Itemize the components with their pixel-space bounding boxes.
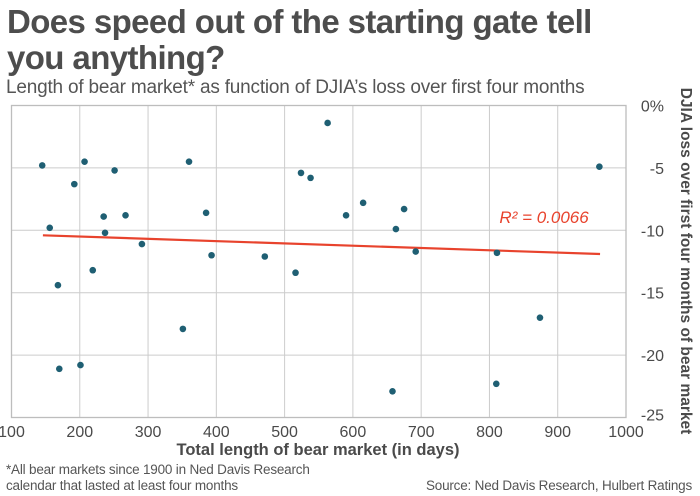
data-point [400, 205, 408, 213]
x-tick-label: 600 [340, 424, 367, 441]
data-point [55, 365, 63, 373]
data-point [536, 314, 544, 321]
y-axis-label: DJIA loss over first four months of bear… [677, 88, 694, 435]
data-point [138, 240, 146, 248]
x-tick-label: 700 [408, 424, 435, 441]
data-point [297, 169, 305, 177]
x-tick-label: 200 [66, 424, 93, 441]
data-point [359, 199, 367, 207]
data-point [412, 248, 420, 255]
y-tick-label: 0% [641, 99, 664, 116]
data-points [38, 119, 603, 395]
data-point [71, 180, 78, 188]
x-tick-label: 100 [0, 424, 25, 441]
source-credit: Source: Ned Davis Research, Hulbert Rati… [425, 478, 692, 493]
r-squared-label: R² = 0.0066 [499, 208, 589, 227]
data-point [185, 158, 193, 165]
data-point [38, 162, 46, 169]
data-point [324, 119, 331, 127]
data-point [111, 167, 118, 174]
data-point [89, 266, 97, 274]
data-point [100, 213, 107, 220]
x-tick-label: 900 [544, 424, 571, 441]
data-point [81, 158, 88, 165]
chart-title: Does speed out of the starting gate tell… [7, 3, 592, 76]
data-point [46, 224, 54, 232]
x-tick-labels: 100 200 300 400 500 600 700 800 900 1000 [0, 424, 644, 441]
y-tick-label: -5 [650, 161, 664, 178]
data-point [101, 229, 109, 237]
footnote-line-1: *All bear markets since 1900 in Ned Davi… [6, 462, 310, 477]
grid-lines [11, 105, 626, 418]
trendline [42, 234, 601, 256]
data-point [342, 212, 350, 219]
data-point [202, 209, 210, 217]
data-point [122, 212, 129, 219]
x-tick-label: 800 [476, 424, 503, 441]
y-tick-labels: 0% -5 -10 -15 -20 -25 [641, 99, 664, 425]
data-point [307, 174, 314, 182]
data-point [208, 251, 215, 259]
y-tick-label: -20 [641, 348, 664, 365]
x-tick-label: 1000 [608, 424, 644, 441]
footnote: *All bear markets since 1900 in Ned Davi… [6, 462, 310, 494]
data-point [492, 380, 500, 388]
chart-subtitle: Length of bear market* as function of DJ… [6, 77, 585, 98]
y-tick-label: -10 [641, 223, 664, 240]
data-point [54, 281, 62, 289]
footnote-line-2: calendar that lasted at least four month… [6, 478, 238, 493]
data-point [261, 253, 269, 260]
y-tick-label: -15 [641, 286, 664, 303]
data-point [389, 387, 396, 395]
data-point [392, 225, 400, 233]
data-point [493, 249, 501, 257]
data-point [77, 361, 84, 369]
data-point [292, 269, 299, 277]
data-point [596, 163, 603, 170]
y-tick-label: -25 [641, 408, 664, 425]
x-tick-label: 500 [271, 424, 298, 441]
x-tick-label: 300 [135, 424, 162, 441]
x-tick-label: 400 [203, 424, 230, 441]
data-point [179, 325, 187, 333]
plot-frame [10, 104, 627, 419]
x-axis-label: Total length of bear market (in days) [177, 441, 460, 459]
